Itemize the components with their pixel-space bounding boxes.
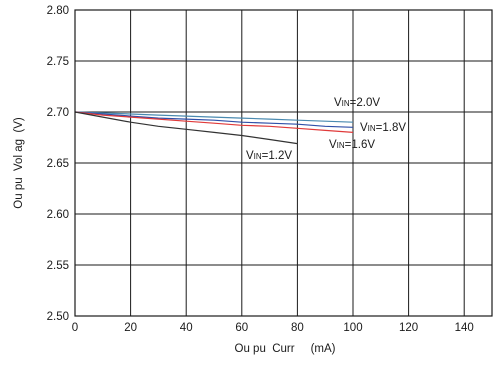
series-line-2: [74, 111, 354, 133]
series-lines: [74, 111, 354, 145]
y-tick-label: 2.65: [47, 158, 69, 170]
grid-lines: [75, 10, 492, 316]
series-annotation-3: VIN=1.2V: [246, 150, 292, 162]
y-tick-label: 2.60: [47, 209, 69, 221]
x-tick-label: 60: [235, 322, 248, 334]
series-line-1: [74, 111, 354, 128]
y-tick-label: 2.70: [47, 107, 69, 119]
y-axis-ticks: 2.50 2.55 2.60 2.65 2.70 2.75 2.80: [47, 5, 69, 323]
x-tick-label: 20: [124, 322, 137, 334]
x-tick-label: 0: [72, 322, 78, 334]
series-annotation-1: VIN=1.8V: [360, 122, 406, 134]
y-tick-label: 2.80: [47, 5, 69, 17]
x-tick-label: 40: [180, 322, 193, 334]
series-line-3: [74, 111, 298, 145]
x-tick-label: 140: [455, 322, 474, 334]
series-annotations: VIN=2.0V VIN=1.8V VIN=1.6V VIN=1.2V: [246, 97, 406, 162]
x-tick-label: 100: [343, 322, 362, 334]
y-tick-label: 2.55: [47, 260, 69, 272]
series-annotation-2: VIN=1.6V: [329, 139, 375, 151]
plot-frame: [74, 9, 493, 317]
series-annotation-0: VIN=2.0V: [334, 97, 380, 109]
series-line-0: [74, 111, 354, 123]
y-axis-label: Ou pu Vol ag (V): [13, 117, 25, 209]
x-axis-ticks: 0 20 40 60 80 100 120 140: [72, 322, 474, 334]
x-tick-label: 120: [399, 322, 418, 334]
x-axis-label: Ou pu Curr (mA): [235, 343, 336, 355]
y-tick-label: 2.75: [47, 56, 69, 68]
y-tick-label: 2.50: [47, 311, 69, 323]
x-tick-label: 80: [291, 322, 304, 334]
